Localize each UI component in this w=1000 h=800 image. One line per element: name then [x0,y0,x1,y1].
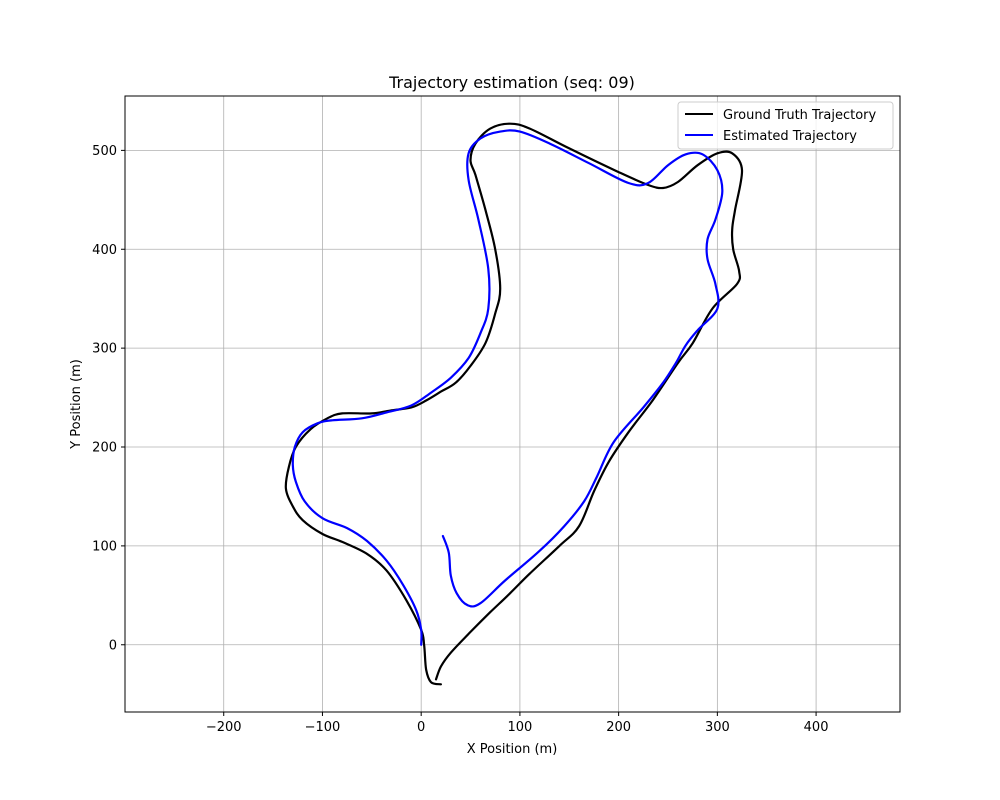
x-tick-label: 300 [705,720,730,735]
x-tick-label: 100 [507,720,532,735]
plot-frame [124,95,901,713]
x-tick-label: 400 [804,720,829,735]
y-axis-label: Y Position (m) [69,359,84,450]
legend-box [677,101,894,150]
y-tick-label: 300 [92,342,117,357]
legend-label-ground-truth: Ground Truth Trajectory [723,108,877,123]
x-tick-label: −200 [206,720,242,735]
axis-ticks: −200 −100 0 100 200 300 400 0 100 200 300 400 500 [92,144,828,735]
y-tick-label: 500 [92,144,117,159]
chart-title: Trajectory estimation (seq: 09) [388,73,635,92]
x-tick-label: −100 [305,720,341,735]
series-lines [284,122,744,686]
y-tick-label: 400 [92,243,117,258]
x-tick-label: 0 [417,720,425,735]
y-tick-label: 200 [92,441,117,456]
series-line-estimated [291,129,724,646]
x-tick-label: 200 [606,720,631,735]
x-axis-label: X Position (m) [467,742,558,757]
legend-label-estimated: Estimated Trajectory [723,129,857,144]
series-line-ground-truth [284,122,744,686]
y-tick-label: 0 [109,638,117,653]
legend: Ground Truth Trajectory Estimated Trajec… [677,101,894,150]
y-tick-label: 100 [92,539,117,554]
